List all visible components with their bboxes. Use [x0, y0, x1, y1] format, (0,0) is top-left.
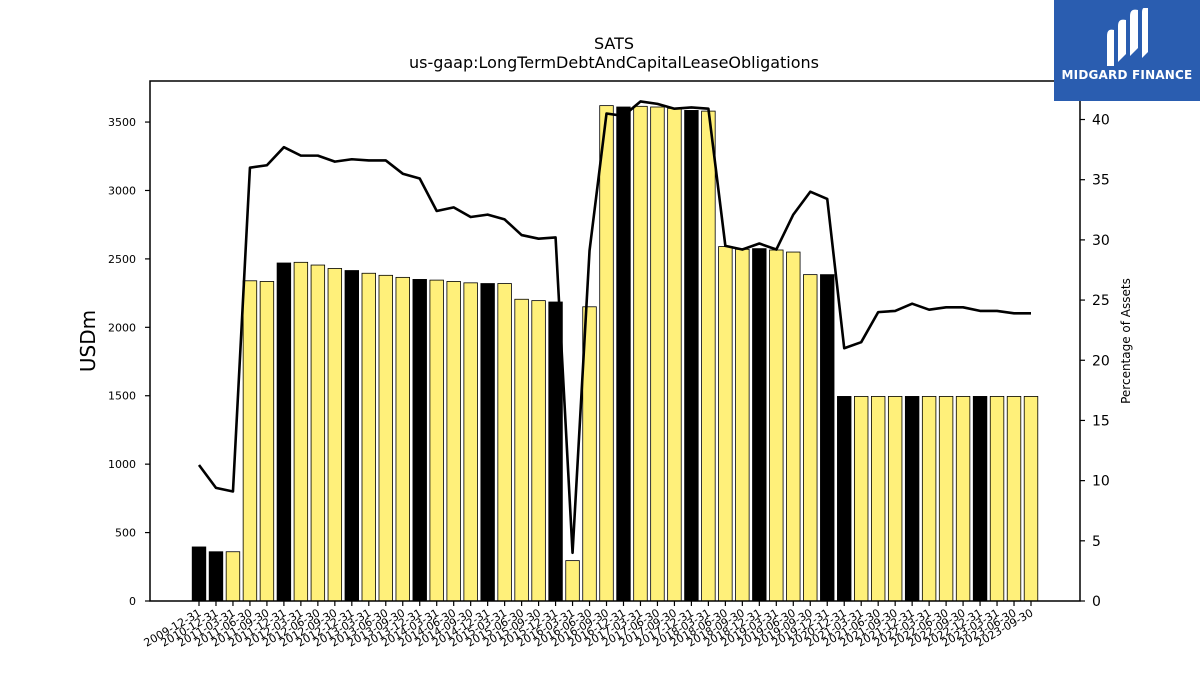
bar-2012-09-30 [327, 268, 343, 602]
y2-tick-label: 35 [1092, 173, 1110, 189]
bar-2023-06-30 [1006, 396, 1022, 602]
bar-2019-12-31 [820, 274, 835, 602]
bar-2019-03-31 [769, 249, 784, 602]
y-tick-label: 3000 [108, 184, 136, 197]
y-tick-label: 500 [115, 527, 136, 540]
bar-2012-12-31 [344, 270, 359, 602]
bar-2013-03-31 [361, 272, 376, 602]
y2-tick-label: 25 [1092, 293, 1110, 309]
y-tick-label: 3500 [108, 116, 136, 129]
bar-2018-09-30 [735, 248, 750, 602]
plot-frame [149, 80, 1081, 602]
bar-2012-03-31 [293, 261, 309, 602]
x-axis: 2009-12-312010-12-312011-03-312011-06-30… [142, 601, 1036, 650]
bar-2021-03-31 [854, 396, 869, 602]
bar-2016-09-30 [599, 105, 614, 602]
bar-2021-12-31 [904, 396, 920, 602]
bar-2017-12-31 [684, 110, 699, 602]
bar-2022-03-31 [921, 396, 937, 602]
bar-2023-03-31 [989, 396, 1005, 602]
y-tick-label: 1000 [108, 458, 136, 471]
y-tick-label: 2000 [108, 321, 136, 334]
bars-layer [191, 105, 1039, 602]
bar-2022-06-30 [938, 396, 954, 602]
percentage-line [197, 100, 1031, 555]
bar-2012-06-30 [310, 264, 326, 602]
midgard-logo-icon [1107, 8, 1148, 66]
bar-2015-06-30 [514, 298, 529, 602]
y2-tick-label: 40 [1092, 113, 1110, 129]
line-layer [197, 100, 1031, 555]
bar-2017-06-30 [650, 106, 665, 602]
bar-2017-09-30 [667, 107, 682, 602]
bar-2011-06-30 [242, 280, 258, 602]
bar-2022-09-30 [955, 396, 971, 602]
bar-2013-12-31 [412, 279, 427, 602]
bar-2018-03-31 [701, 110, 716, 602]
bar-2016-03-31 [565, 560, 580, 602]
y2-tick-label: 15 [1092, 413, 1110, 429]
chart-subtitle: us-gaap:LongTermDebtAndCapitalLeaseOblig… [409, 53, 819, 72]
y-axis-left: 0 500 1000 1500 2000 2500 3000 3500 [108, 116, 150, 608]
y2-tick-label: 5 [1092, 534, 1101, 550]
y2-tick-label: 20 [1092, 353, 1110, 369]
bar-2014-12-31 [480, 283, 495, 602]
bar-2011-12-31 [276, 262, 292, 602]
bar-2015-09-30 [531, 300, 546, 602]
bar-2009-12-31 [191, 546, 207, 602]
y-tick-label: 1500 [108, 390, 136, 403]
bar-2013-09-30 [395, 276, 410, 602]
bar-2021-06-30 [870, 396, 886, 602]
bar-2014-03-31 [429, 279, 444, 602]
bar-2017-03-31 [633, 105, 648, 602]
brand-name: MIDGARD FINANCE [1061, 68, 1193, 82]
bar-2013-06-30 [378, 274, 393, 602]
bar-2016-12-31 [616, 106, 631, 602]
y2-axis-label: Percentage of Assets [1119, 278, 1133, 404]
bar-2020-12-31 [837, 396, 852, 602]
y-axis-right: 0 5 10 15 20 25 30 35 40 [1080, 113, 1110, 610]
brand-logo: MIDGARD FINANCE [1054, 0, 1200, 101]
y-tick-label: 2500 [108, 253, 136, 266]
bar-2022-12-31 [972, 396, 988, 602]
chart-title: SATS [594, 34, 634, 53]
bar-2011-09-30 [259, 281, 275, 602]
y-axis-label: USDm [76, 310, 100, 372]
bar-2018-06-30 [718, 246, 733, 602]
bar-2019-06-30 [786, 251, 801, 602]
bar-2023-09-30 [1023, 396, 1039, 602]
bar-2014-09-30 [463, 282, 478, 602]
y2-tick-label: 30 [1092, 233, 1110, 249]
y2-tick-label: 10 [1092, 474, 1110, 490]
bar-2011-03-31 [225, 551, 241, 602]
bar-2010-12-31 [208, 551, 224, 602]
bar-2018-12-31 [752, 248, 767, 602]
bar-2014-06-30 [446, 281, 461, 602]
bar-2015-03-31 [497, 283, 512, 602]
bar-2019-09-30 [803, 274, 818, 602]
bar-2021-09-30 [887, 396, 903, 602]
y2-tick-label: 0 [1092, 594, 1101, 610]
y-tick-label: 0 [129, 595, 136, 608]
